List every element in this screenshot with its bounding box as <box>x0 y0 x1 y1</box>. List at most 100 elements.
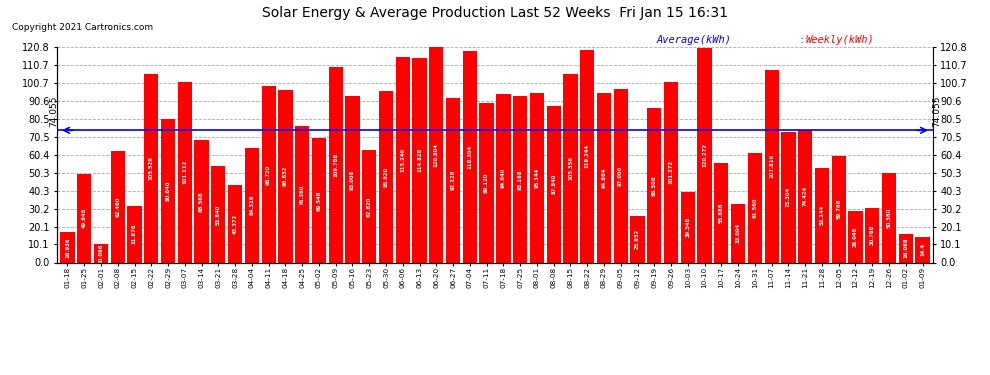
Text: 69.548: 69.548 <box>317 190 322 211</box>
Text: 74.055: 74.055 <box>932 95 940 127</box>
Bar <box>798 130 812 262</box>
Text: 93.008: 93.008 <box>350 170 355 190</box>
Text: 53.144: 53.144 <box>820 205 825 225</box>
Bar <box>597 93 611 262</box>
Bar <box>462 51 477 262</box>
Bar <box>563 75 577 262</box>
Bar <box>714 163 729 262</box>
Bar <box>111 151 125 262</box>
Text: :: : <box>797 35 807 45</box>
Bar <box>430 47 444 262</box>
Bar <box>697 48 712 262</box>
Bar <box>145 74 158 262</box>
Bar <box>194 140 209 262</box>
Text: 53.840: 53.840 <box>216 204 221 225</box>
Text: 31.676: 31.676 <box>132 224 137 245</box>
Bar <box>647 108 661 262</box>
Bar <box>865 208 879 262</box>
Bar <box>295 126 309 262</box>
Bar <box>815 168 829 262</box>
Bar <box>261 86 276 262</box>
Text: 80.640: 80.640 <box>165 180 170 201</box>
Text: 101.272: 101.272 <box>668 160 673 184</box>
Text: 61.560: 61.560 <box>752 197 757 218</box>
Text: Weekly(kWh): Weekly(kWh) <box>806 35 874 45</box>
Text: 93.168: 93.168 <box>518 169 523 190</box>
Text: 29.048: 29.048 <box>853 226 858 247</box>
Text: 76.360: 76.360 <box>300 184 305 204</box>
Bar <box>764 70 779 262</box>
Bar <box>446 98 460 262</box>
Text: 120.804: 120.804 <box>434 142 439 166</box>
Text: 94.864: 94.864 <box>602 168 607 188</box>
Bar <box>245 148 259 262</box>
Text: 115.240: 115.240 <box>400 148 405 172</box>
Text: 114.828: 114.828 <box>417 148 422 172</box>
Text: 74.055: 74.055 <box>50 95 58 127</box>
Text: 39.548: 39.548 <box>685 217 690 237</box>
Text: 49.648: 49.648 <box>82 208 87 228</box>
Bar <box>580 50 594 262</box>
Text: 14.4: 14.4 <box>920 243 925 256</box>
Text: 97.000: 97.000 <box>618 166 624 186</box>
Text: 105.356: 105.356 <box>568 156 573 180</box>
Bar <box>916 237 930 262</box>
Text: 95.920: 95.920 <box>383 167 388 187</box>
Text: 120.272: 120.272 <box>702 143 707 167</box>
Text: 64.316: 64.316 <box>249 195 254 215</box>
Text: 62.460: 62.460 <box>115 196 120 217</box>
Bar <box>362 150 376 262</box>
Text: 68.568: 68.568 <box>199 191 204 211</box>
Bar <box>94 244 108 262</box>
Text: 73.304: 73.304 <box>786 187 791 207</box>
Bar <box>882 172 896 262</box>
Text: 33.004: 33.004 <box>736 223 741 243</box>
Bar <box>747 153 762 262</box>
Text: 94.640: 94.640 <box>501 168 506 188</box>
Text: 118.304: 118.304 <box>467 145 472 169</box>
Bar <box>530 93 544 262</box>
Text: 105.528: 105.528 <box>148 156 153 180</box>
Text: 89.120: 89.120 <box>484 173 489 193</box>
Bar <box>346 96 359 262</box>
Bar <box>832 156 845 262</box>
Bar <box>211 166 226 262</box>
Text: 59.768: 59.768 <box>837 199 842 219</box>
Text: 101.112: 101.112 <box>182 160 187 184</box>
Text: Copyright 2021 Cartronics.com: Copyright 2021 Cartronics.com <box>12 22 153 32</box>
Bar <box>848 211 862 262</box>
Text: 107.816: 107.816 <box>769 154 774 178</box>
Text: Solar Energy & Average Production Last 52 Weeks  Fri Jan 15 16:31: Solar Energy & Average Production Last 5… <box>262 6 728 20</box>
Text: 98.720: 98.720 <box>266 164 271 184</box>
Bar <box>781 132 796 262</box>
Text: 50.380: 50.380 <box>886 207 891 228</box>
Bar <box>479 104 494 262</box>
Bar <box>631 216 644 262</box>
Bar <box>664 82 678 262</box>
Text: 25.932: 25.932 <box>635 229 640 249</box>
Text: 16.936: 16.936 <box>65 237 70 258</box>
Text: 43.372: 43.372 <box>233 214 238 234</box>
Bar <box>77 174 91 262</box>
Text: 92.128: 92.128 <box>450 170 455 190</box>
Bar <box>228 185 243 262</box>
Text: 62.820: 62.820 <box>366 196 372 217</box>
Bar <box>278 90 293 262</box>
Bar <box>899 234 913 262</box>
Text: 30.768: 30.768 <box>870 225 875 245</box>
Text: 96.632: 96.632 <box>283 166 288 186</box>
Bar <box>546 106 560 262</box>
Text: 119.244: 119.244 <box>585 144 590 168</box>
Bar <box>614 89 628 262</box>
Bar <box>161 118 175 262</box>
Bar <box>413 57 427 262</box>
Bar <box>178 82 192 262</box>
Bar <box>681 192 695 262</box>
Bar <box>496 94 511 262</box>
Text: 109.788: 109.788 <box>334 153 339 177</box>
Bar <box>513 96 528 262</box>
Bar <box>60 232 74 262</box>
Text: 87.840: 87.840 <box>551 174 556 194</box>
Bar <box>731 204 745 262</box>
Text: 95.144: 95.144 <box>535 168 540 188</box>
